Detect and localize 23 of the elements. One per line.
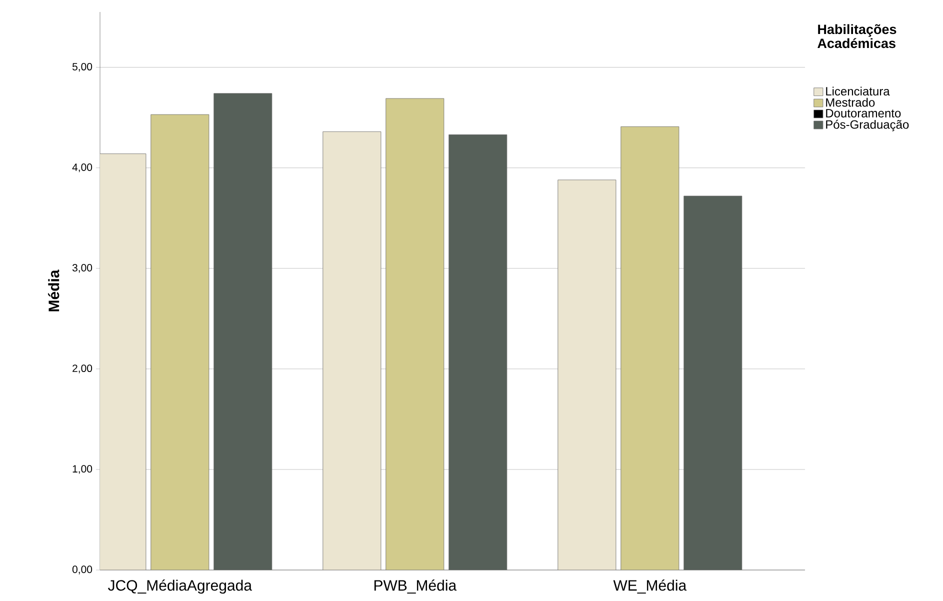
x-tick-label: PWB_Média bbox=[374, 580, 457, 594]
legend-label: Licenciatura bbox=[826, 86, 890, 96]
y-tick-label: 1,00 bbox=[72, 465, 92, 474]
bar bbox=[386, 98, 444, 570]
y-tick-label: 2,00 bbox=[72, 364, 92, 374]
bar bbox=[150, 114, 209, 570]
legend-label: Doutoramento bbox=[826, 109, 901, 118]
x-tick-label: JCQ_MédiaAgregada bbox=[108, 580, 252, 594]
bar bbox=[448, 134, 507, 570]
y-tick-label: 4,00 bbox=[72, 164, 92, 172]
x-tick-label: WE_Média bbox=[613, 580, 687, 594]
legend-title: Habilitações Académicas bbox=[818, 24, 896, 48]
legend-label: Mestrado bbox=[826, 98, 875, 107]
y-tick-label: 0,00 bbox=[72, 566, 92, 574]
bar bbox=[620, 126, 680, 570]
y-axis-title: Média bbox=[48, 270, 60, 312]
y-tick-label: 5,00 bbox=[72, 62, 92, 72]
bar bbox=[214, 93, 272, 570]
bar bbox=[322, 132, 381, 570]
bar bbox=[684, 196, 742, 570]
y-tick-label: 3,00 bbox=[72, 264, 92, 273]
legend-label: Pós-Graduação bbox=[826, 120, 909, 132]
bar bbox=[558, 180, 616, 570]
